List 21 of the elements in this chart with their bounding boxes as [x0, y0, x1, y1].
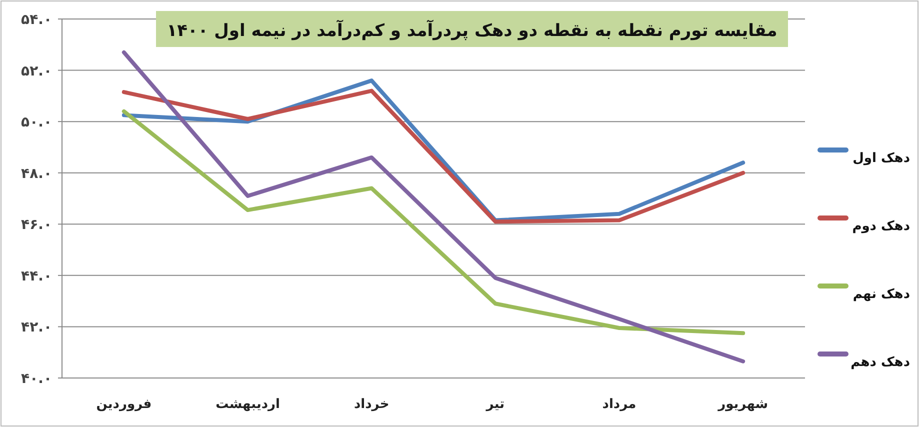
y-tick-label: ۴۶.۰ — [21, 217, 52, 234]
y-tick-label: ۴۰.۰ — [21, 371, 52, 387]
x-tick-label: اردیبهشت — [216, 397, 280, 412]
legend-label: دهک دهم — [850, 355, 910, 370]
x-tick-label: تیر — [485, 397, 505, 412]
line-series — [122, 109, 746, 336]
y-tick-label: ۵۲.۰ — [21, 63, 52, 80]
x-tick-label: شهریور — [717, 397, 768, 412]
x-tick-label: فروردین — [96, 397, 152, 412]
legend-label: دهک نهم — [852, 287, 910, 302]
y-tick-label: ۵۴.۰ — [21, 12, 52, 28]
line-series — [122, 50, 746, 364]
legend-label: دهک دوم — [852, 219, 910, 234]
x-tick-label: مرداد — [602, 397, 636, 412]
y-tick-label: ۴۸.۰ — [21, 166, 52, 182]
legend-label: دهک اول — [852, 151, 910, 166]
x-tick-label: خرداد — [354, 397, 390, 412]
y-tick-label: ۴۲.۰ — [21, 320, 52, 336]
y-tick-label: ۴۴.۰ — [21, 268, 52, 284]
chart-title: مقایسه تورم نقطه به نقطه دو دهک پردرآمد و کم‌درآمد در نیمه اول ۱۴۰۰ — [166, 19, 778, 41]
y-tick-label: ۵۰.۰ — [21, 114, 52, 131]
